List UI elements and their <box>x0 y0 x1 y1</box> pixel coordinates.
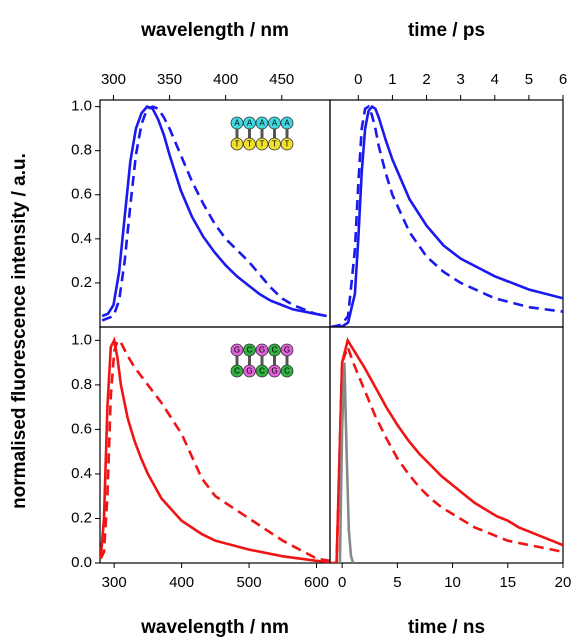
x-axis-label: time / ps <box>408 20 485 41</box>
icon-letter: A <box>234 119 240 128</box>
x-tick-label: 6 <box>559 71 567 88</box>
icon-letter: A <box>272 119 278 128</box>
icon-base <box>255 116 269 130</box>
plot-area <box>101 105 327 322</box>
y-tick-label: 0.2 <box>71 509 92 526</box>
y-tick-label: 0.2 <box>71 274 92 291</box>
icon-letter: T <box>260 140 265 149</box>
x-tick-label: 15 <box>499 574 516 591</box>
icon-base <box>243 137 256 151</box>
y-tick-label: 0.4 <box>71 465 92 482</box>
icon-base <box>243 116 256 130</box>
icon-base <box>230 343 244 357</box>
icon-letter: C <box>284 367 290 376</box>
icon-letter: T <box>235 140 240 149</box>
icon-letter: T <box>247 140 252 149</box>
x-axis-label: wavelength / nm <box>140 20 289 41</box>
x-axis-label: wavelength / nm <box>140 617 289 638</box>
data-line <box>330 104 563 327</box>
icon-base <box>230 116 244 130</box>
icon-base <box>243 343 256 357</box>
icon-letter: A <box>284 119 290 128</box>
y-tick-label: 0.6 <box>71 186 92 203</box>
x-tick-label: 20 <box>555 574 572 591</box>
icon-letter: C <box>234 367 240 376</box>
x-tick-label: 400 <box>213 71 238 88</box>
y-tick-label: 0.6 <box>71 420 92 437</box>
x-tick-label: 350 <box>157 71 182 88</box>
icon-base <box>255 137 269 151</box>
data-line <box>331 104 563 327</box>
data-line <box>100 336 330 563</box>
icon-letter: G <box>284 346 290 355</box>
icon-letter: A <box>259 119 265 128</box>
icon-base <box>255 343 269 357</box>
plot-area <box>100 336 330 563</box>
icon-base <box>230 364 244 378</box>
icon-base <box>268 364 281 378</box>
icon-letter: A <box>247 119 253 128</box>
icon-letter: G <box>234 346 240 355</box>
icon-base <box>255 364 269 378</box>
y-tick-label: 0.8 <box>71 376 92 393</box>
icon-letter: G <box>259 346 265 355</box>
panel-frame <box>99 326 331 564</box>
data-line <box>100 338 330 563</box>
x-tick-label: 600 <box>304 574 329 591</box>
y-tick-label: 0.4 <box>71 230 92 247</box>
x-tick-label: 0 <box>338 574 346 591</box>
y-axis-label: normalised fluorescence intensity / a.u. <box>9 153 30 509</box>
y-tick-label: 1.0 <box>71 98 92 115</box>
x-tick-label: 4 <box>491 71 499 88</box>
icon-letter: T <box>285 140 290 149</box>
icon-base <box>280 343 294 357</box>
data-line <box>331 343 563 563</box>
x-tick-label: 400 <box>169 574 194 591</box>
panel-frame <box>329 326 564 564</box>
x-tick-label: 1 <box>388 71 396 88</box>
x-tick-label: 300 <box>102 574 127 591</box>
icon-base <box>280 116 294 130</box>
icon-base <box>268 137 281 151</box>
y-tick-label: 1.0 <box>71 331 92 348</box>
icon-base <box>280 137 294 151</box>
icon-letter: G <box>246 367 252 376</box>
icon-letter: C <box>259 367 265 376</box>
x-axis-label: time / ns <box>408 617 485 638</box>
y-tick-label: 0.8 <box>71 142 92 159</box>
icon-letter: C <box>247 346 253 355</box>
data-line <box>331 337 563 563</box>
icon-letter: C <box>272 346 278 355</box>
icon-base <box>268 116 281 130</box>
data-line <box>101 105 327 318</box>
icon-base <box>268 343 281 357</box>
data-line <box>338 362 355 563</box>
icon-letter: T <box>272 140 277 149</box>
x-tick-label: 5 <box>525 71 533 88</box>
x-tick-label: 0 <box>354 71 362 88</box>
plot-area <box>331 337 563 563</box>
x-tick-label: 450 <box>269 71 294 88</box>
icon-base <box>280 364 294 378</box>
x-tick-label: 5 <box>393 574 401 591</box>
x-tick-label: 2 <box>422 71 430 88</box>
x-tick-label: 300 <box>101 71 126 88</box>
icon-base <box>243 364 256 378</box>
icon-base <box>230 137 244 151</box>
x-tick-label: 500 <box>237 574 262 591</box>
y-tick-label: 0.0 <box>71 554 92 571</box>
data-line <box>101 105 327 322</box>
x-tick-label: 3 <box>456 71 464 88</box>
icon-letter: G <box>271 367 277 376</box>
x-tick-label: 10 <box>444 574 461 591</box>
plot-area <box>330 104 563 327</box>
